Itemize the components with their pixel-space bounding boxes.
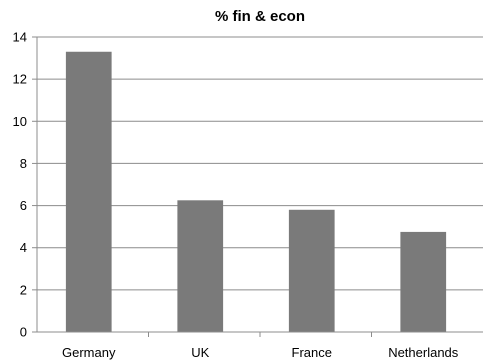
y-tick-label: 8 <box>20 156 27 171</box>
y-tick-label: 2 <box>20 282 27 297</box>
x-axis-ticks: Germany UK France Netherlands <box>62 332 459 360</box>
y-tick-label: 4 <box>20 240 27 255</box>
bars <box>65 51 447 332</box>
bar-france <box>288 209 335 332</box>
chart-title: % fin & econ <box>215 8 305 25</box>
bar-germany <box>65 51 112 332</box>
x-tick-label: Germany <box>62 345 116 360</box>
y-tick-label: 14 <box>13 30 27 45</box>
bar-uk <box>177 200 224 332</box>
y-tick-label: 0 <box>20 325 27 340</box>
bar-netherlands <box>400 231 447 332</box>
y-tick-label: 10 <box>13 114 27 129</box>
x-tick-label: France <box>292 345 332 360</box>
y-axis-ticks: 0 2 4 6 8 10 12 14 <box>13 30 37 340</box>
y-tick-label: 12 <box>13 72 27 87</box>
x-tick-label: Netherlands <box>388 345 459 360</box>
x-tick-label: UK <box>191 345 209 360</box>
y-tick-label: 6 <box>20 198 27 213</box>
